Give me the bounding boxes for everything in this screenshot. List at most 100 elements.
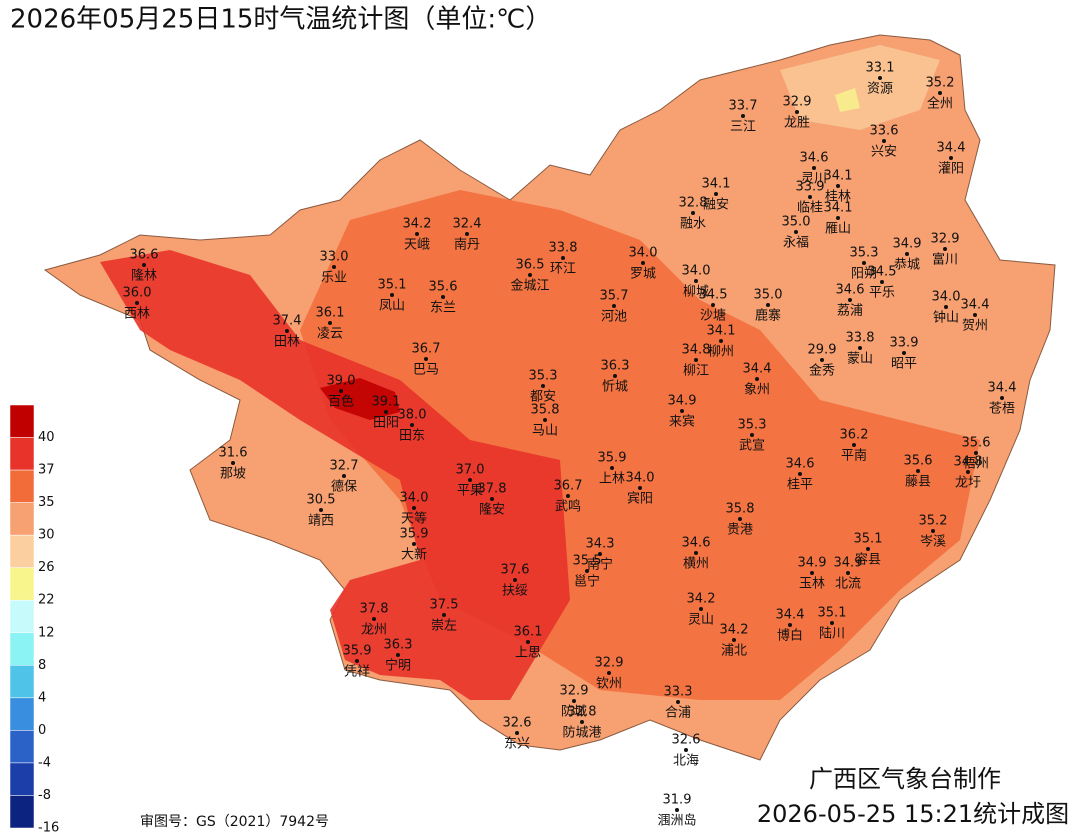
- station-name: 涠洲岛: [657, 813, 696, 829]
- station-name: 贺州: [962, 319, 988, 334]
- station-value: 39.1: [372, 395, 401, 410]
- legend-cell: [9, 632, 35, 666]
- station-value: 37.0: [456, 463, 485, 478]
- station-value: 36.5: [516, 258, 545, 273]
- station-value: 32.6: [672, 733, 701, 748]
- station-name: 大新: [401, 547, 427, 563]
- station-value: 34.1: [824, 169, 853, 184]
- station-dot: [442, 613, 446, 617]
- station-value: 33.8: [549, 241, 578, 256]
- station-name: 德保: [331, 480, 357, 495]
- station-value: 33.3: [664, 685, 693, 700]
- station-dot: [738, 517, 742, 521]
- station-value: 32.6: [503, 716, 532, 731]
- map-title: 2026年05月25日15时气温统计图（单位:℃）: [10, 5, 551, 35]
- station-dot: [880, 280, 884, 284]
- station-value: 35.7: [600, 289, 629, 304]
- station-value: 36.0: [123, 286, 152, 301]
- station-value: 32.4: [453, 217, 482, 232]
- station-name: 资源: [867, 82, 893, 97]
- station-dot: [561, 256, 565, 260]
- station-value: 35.3: [529, 369, 558, 384]
- station-name: 田阳: [373, 416, 399, 431]
- station-dot: [332, 265, 336, 269]
- station-value: 33.6: [870, 124, 899, 139]
- station-value: 36.3: [384, 638, 413, 653]
- station-name: 兴安: [871, 145, 897, 160]
- station-name: 三江: [730, 120, 756, 135]
- station-name: 融安: [703, 198, 729, 213]
- station-name: 西林: [124, 307, 150, 322]
- station-name: 马山: [532, 424, 558, 439]
- station-name: 隆林: [131, 269, 157, 284]
- station-name: 融水: [680, 217, 706, 232]
- station-value: 34.1: [702, 177, 731, 192]
- legend-label: 22: [38, 593, 55, 608]
- legend-label: 35: [38, 495, 55, 510]
- station-value: 35.0: [782, 215, 811, 230]
- station-value: 35.9: [598, 451, 627, 466]
- station-dot: [902, 351, 906, 355]
- station-dot: [1000, 396, 1004, 400]
- very-hot-zone: [100, 250, 570, 700]
- station-name: 岑溪: [920, 535, 946, 550]
- station-value: 34.9: [668, 394, 697, 409]
- station-dot: [931, 529, 935, 533]
- station-value: 35.6: [904, 454, 933, 469]
- station-dot: [610, 466, 614, 470]
- legend-label: 40: [38, 430, 55, 445]
- station-value: 34.6: [836, 283, 865, 298]
- station-value: 36.1: [316, 306, 345, 321]
- station-value: 37.5: [430, 598, 459, 613]
- station-dot: [135, 301, 139, 305]
- station-name: 那坡: [220, 467, 246, 482]
- legend-label: 4: [38, 690, 46, 705]
- station-name: 柳江: [683, 364, 709, 379]
- station-name: 防城: [561, 704, 587, 720]
- station-name: 全州: [927, 96, 953, 112]
- extreme-zone: [320, 378, 400, 420]
- station-name: 防城港: [562, 725, 601, 741]
- station-value: 34.4: [776, 608, 805, 623]
- station-dot: [755, 377, 759, 381]
- station-name: 柳州: [708, 345, 734, 360]
- station-name: 桂林: [825, 190, 851, 205]
- legend-cell: [9, 567, 35, 601]
- station-name: 凭祥: [344, 665, 370, 680]
- stations: 33.1 资源 35.2 全州 33.7 三江 32.9 龙胜 33.6 兴安 34.4 灌阳 34.6…: [123, 61, 1017, 829]
- station-name: 金城江: [510, 278, 549, 294]
- station-dot: [526, 640, 530, 644]
- station-value: 36.6: [130, 248, 159, 263]
- station-name: 灌阳: [938, 162, 964, 177]
- credit: 广西区气象台制作: [809, 765, 1001, 793]
- station-dot: [732, 638, 736, 642]
- station-value: 34.5: [868, 265, 897, 280]
- station-value: 32.9: [560, 684, 589, 699]
- station-dot: [866, 547, 870, 551]
- station-value: 35.9: [400, 527, 429, 542]
- station-name: 田林: [274, 335, 300, 350]
- legend-label: 12: [38, 625, 55, 640]
- station-name: 横州: [683, 557, 709, 572]
- station-dot: [858, 346, 862, 350]
- station-name: 荔浦: [837, 304, 863, 319]
- station-dot: [585, 569, 589, 573]
- station-value: 35.3: [850, 246, 879, 261]
- station-name: 崇左: [431, 619, 457, 634]
- station-value: 36.1: [514, 625, 543, 640]
- station-value: 34.5: [699, 288, 728, 303]
- station-dot: [410, 423, 414, 427]
- station-value: 35.3: [738, 418, 767, 433]
- station-name: 象州: [744, 383, 770, 398]
- station-name: 苍梧: [989, 402, 1015, 417]
- station-name: 柳城: [683, 285, 709, 300]
- station-value: 35.6: [429, 280, 458, 295]
- legend-label: 8: [38, 658, 46, 673]
- station-name: 临桂: [797, 201, 823, 216]
- station-name: 南宁: [587, 557, 613, 573]
- station-value: 36.7: [412, 342, 441, 357]
- station-value: 29.9: [808, 343, 837, 358]
- station-dot: [680, 409, 684, 413]
- station-name: 北流: [835, 577, 861, 592]
